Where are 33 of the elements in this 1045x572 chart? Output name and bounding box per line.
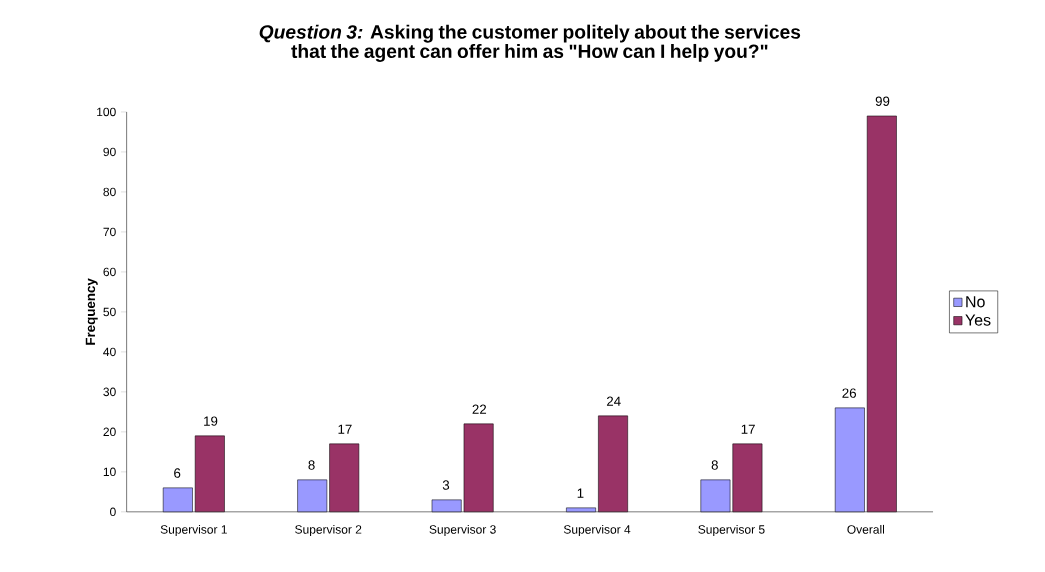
data-label: 3: [442, 480, 450, 490]
x-tick-label: Supervisor 1: [160, 524, 227, 537]
y-tick-label: 20: [103, 427, 116, 437]
x-tick-label: Supervisor 5: [698, 524, 765, 537]
data-label: 19: [204, 416, 218, 426]
y-tick-label: 70: [103, 227, 116, 237]
x-tick-label: Overall: [847, 524, 885, 534]
data-label: 24: [606, 396, 621, 406]
data-label: 99: [875, 96, 890, 107]
data-label: 22: [472, 404, 487, 414]
y-tick-label: 100: [97, 107, 116, 117]
y-tick-label: 80: [103, 187, 116, 197]
data-label: 8: [308, 460, 315, 470]
x-tick-label: Supervisor 4: [563, 524, 631, 537]
x-tick-label: Supervisor 3: [429, 524, 496, 537]
y-tick-label: 40: [103, 347, 116, 357]
data-label: 26: [842, 388, 857, 398]
y-tick-label: 50: [103, 307, 116, 317]
y-tick-label: 60: [103, 267, 116, 277]
legend-label: No: [966, 296, 985, 308]
data-label: 17: [741, 424, 755, 434]
data-label: 17: [338, 424, 352, 434]
legend-label: Yes: [965, 314, 991, 326]
data-label: 8: [711, 460, 718, 470]
y-tick-label: 10: [103, 467, 116, 477]
data-label: 1: [577, 488, 584, 498]
data-label: 6: [174, 468, 181, 478]
y-tick-label: 0: [110, 507, 116, 517]
y-tick-label: 30: [103, 387, 116, 397]
x-tick-label: Supervisor 2: [295, 524, 362, 537]
y-axis-title: Frequency: [85, 278, 98, 345]
chart-title: Question 3: Asking the customer politely about the services that the agent can offer him as "How can I help you?": [259, 24, 801, 63]
y-tick-label: 90: [103, 147, 116, 157]
